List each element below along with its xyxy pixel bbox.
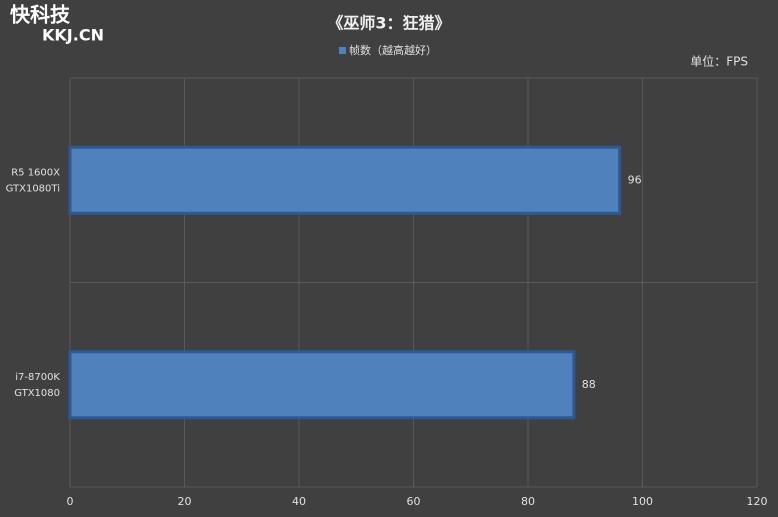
chart-title: 《巫师3：狂猎》 [327, 14, 450, 33]
y-tick-label: R5 1600X [11, 167, 60, 178]
x-tick-label: 20 [178, 495, 192, 508]
x-tick-label: 60 [407, 495, 421, 508]
x-tick-label: 40 [292, 495, 306, 508]
value-label: 88 [582, 378, 596, 391]
watermark-site: KKJ.CN [42, 26, 104, 45]
legend-swatch [339, 47, 346, 54]
y-tick-label: GTX1080Ti [6, 183, 60, 194]
x-tick-label: 120 [747, 495, 768, 508]
y-tick-label: GTX1080 [14, 388, 60, 399]
x-tick-label: 0 [67, 495, 74, 508]
watermark-brand: 快科技 [10, 3, 71, 27]
legend-label: 帧数（越高越好） [349, 43, 437, 57]
unit-label: 单位：FPS [690, 54, 748, 69]
x-tick-label: 100 [632, 495, 653, 508]
y-tick-label: i7-8700K [15, 372, 60, 383]
bar [68, 145, 622, 215]
value-label: 96 [628, 173, 642, 186]
x-tick-label: 80 [521, 495, 535, 508]
bar [68, 350, 576, 420]
